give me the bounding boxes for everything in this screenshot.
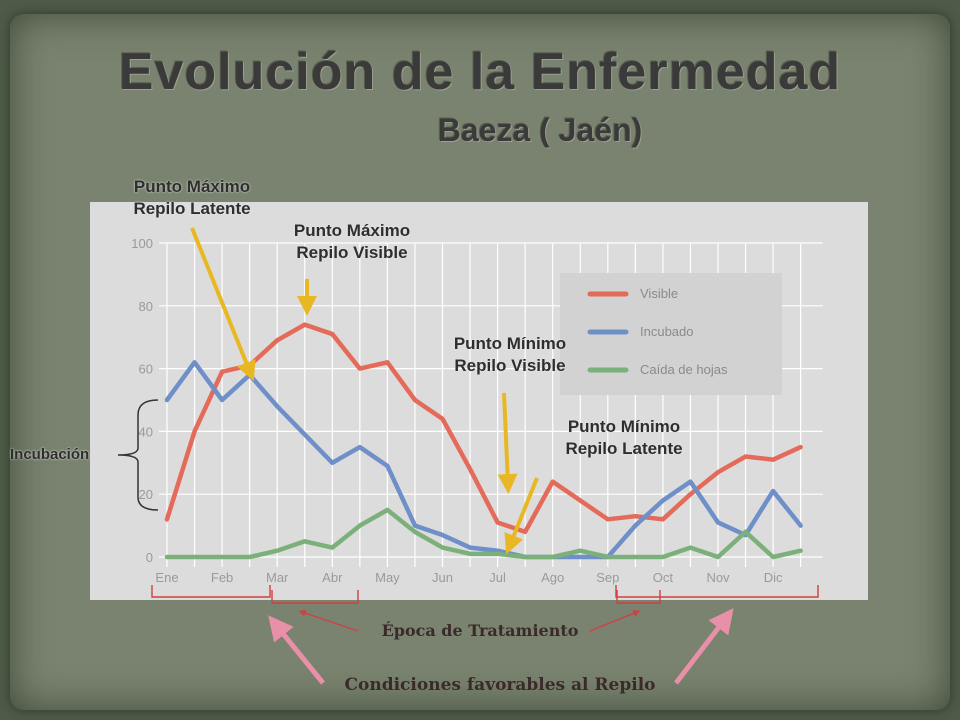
- callout-min-visible: Punto Mínimo Repilo Visible: [420, 333, 600, 377]
- x-tick-label: Dic: [764, 570, 783, 585]
- bracket-condiciones-left: [151, 585, 271, 598]
- callout-max-latent-line2: Repilo Latente: [133, 199, 251, 218]
- callout-min-visible-line2: Repilo Visible: [454, 356, 566, 375]
- incubacion-label: Incubación: [10, 446, 90, 463]
- legend-label: Visible: [640, 286, 678, 301]
- callout-min-latent-line2: Repilo Latente: [565, 439, 683, 458]
- callout-max-latent: Punto Máximo Repilo Latente: [102, 176, 282, 220]
- x-tick-label: Oct: [653, 570, 674, 585]
- y-tick-label: 80: [139, 299, 153, 314]
- callout-max-latent-line1: Punto Máximo: [133, 177, 251, 196]
- bracket-tratamiento-left: [271, 590, 359, 604]
- y-tick-label: 40: [139, 424, 153, 439]
- incubacion-brace: [117, 399, 159, 511]
- legend-label: Caída de hojas: [640, 362, 728, 377]
- callout-max-visible-line1: Punto Máximo: [293, 221, 411, 240]
- x-tick-label: Jun: [432, 570, 453, 585]
- arrow-min-visible: [497, 392, 518, 494]
- arrow-tratamiento-left: [298, 609, 359, 632]
- x-tick-label: Ene: [155, 570, 178, 585]
- y-tick-label: 0: [146, 550, 153, 565]
- series-line: [164, 360, 803, 560]
- slide-title: Evolución de la Enfermedad: [118, 43, 842, 101]
- callout-max-visible-line2: Repilo Visible: [296, 243, 408, 262]
- arrow-condiciones-left: [268, 615, 325, 685]
- x-tick-label: May: [375, 570, 400, 585]
- y-tick-label: 60: [139, 362, 153, 377]
- slide-subtitle: Baeza ( Jaén): [437, 112, 643, 148]
- bracket-condiciones-right: [615, 585, 819, 598]
- callout-min-latent-line1: Punto Mínimo: [567, 417, 681, 436]
- y-tick-label: 20: [139, 487, 153, 502]
- arrow-tratamiento-right: [589, 610, 641, 632]
- callout-min-visible-line1: Punto Mínimo: [453, 334, 567, 353]
- x-tick-label: Nov: [706, 570, 730, 585]
- arrow-min-latent: [504, 477, 539, 555]
- x-tick-label: Jul: [489, 570, 506, 585]
- epoca-tratamiento-label: Época de Tratamiento: [381, 621, 579, 640]
- x-tick-label: Sep: [596, 570, 619, 585]
- callout-min-latent: Punto Mínimo Repilo Latente: [534, 416, 714, 460]
- y-tick-label: 100: [131, 236, 153, 251]
- x-tick-label: Feb: [211, 570, 233, 585]
- callout-max-visible: Punto Máximo Repilo Visible: [262, 220, 442, 264]
- arrow-condiciones-right: [674, 608, 734, 685]
- legend-label: Incubado: [640, 324, 694, 339]
- series-line: [164, 507, 803, 560]
- x-tick-label: Ago: [541, 570, 564, 585]
- x-tick-label: Mar: [266, 570, 289, 585]
- condiciones-label: Condiciones favorables al Repilo: [344, 675, 656, 695]
- x-tick-label: Abr: [322, 570, 343, 585]
- arrow-max-latent: [190, 227, 256, 382]
